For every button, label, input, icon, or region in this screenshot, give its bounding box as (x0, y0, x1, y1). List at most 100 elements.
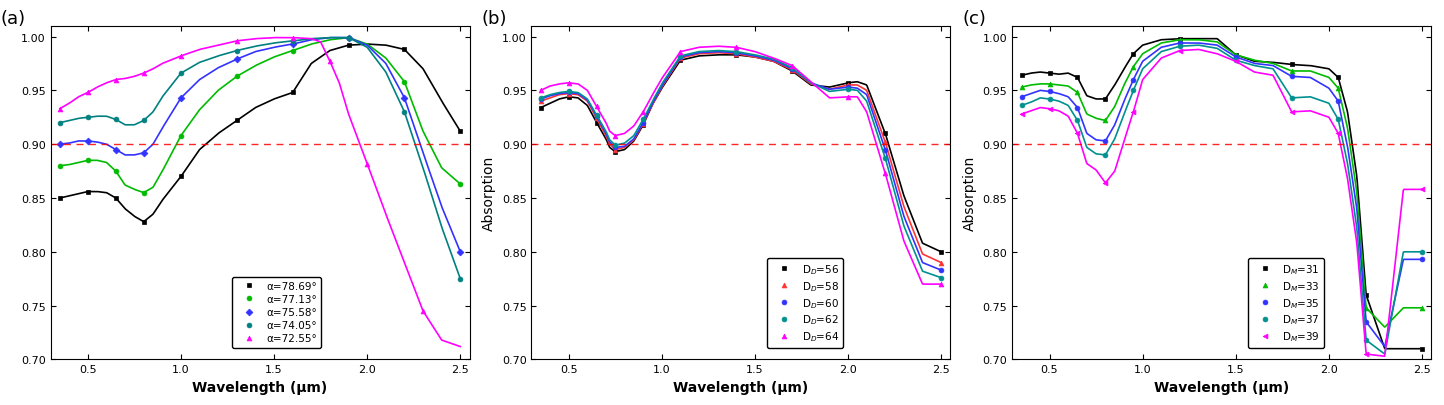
D$_M$=39 (1357, 352, 1375, 357)
α=77.13° (51, 164, 68, 169)
D$_D$=58 (877, 140, 894, 145)
Y-axis label: Absorption: Absorption (963, 156, 978, 231)
Legend: D$_D$=56, D$_D$=58, D$_D$=60, D$_D$=62, D$_D$=64: D$_D$=56, D$_D$=58, D$_D$=60, D$_D$=62, … (767, 258, 843, 348)
D$_D$=60 (671, 55, 689, 60)
Line: α=77.13°: α=77.13° (58, 36, 462, 196)
D$_M$=33 (1414, 306, 1431, 311)
D$_D$=60 (531, 97, 549, 102)
D$_M$=31 (1069, 76, 1086, 81)
D$_D$=60 (839, 85, 856, 90)
D$_M$=39 (1227, 60, 1245, 64)
α=75.58° (396, 96, 413, 101)
α=78.69° (452, 130, 469, 134)
D$_D$=56 (634, 123, 651, 128)
D$_D$=64 (588, 105, 605, 110)
α=75.58° (136, 151, 153, 156)
D$_D$=58 (634, 122, 651, 127)
D$_M$=33 (1012, 85, 1030, 90)
D$_D$=62 (933, 275, 950, 280)
α=74.05° (136, 119, 153, 124)
D$_D$=56 (728, 53, 745, 58)
D$_M$=35 (1227, 55, 1245, 60)
D$_D$=64 (877, 171, 894, 176)
α=75.58° (284, 43, 302, 47)
D$_D$=56 (531, 106, 549, 111)
D$_M$=33 (1097, 119, 1115, 124)
D$_M$=33 (1171, 38, 1188, 43)
Legend: D$_M$=31, D$_M$=33, D$_M$=35, D$_M$=37, D$_M$=39: D$_M$=31, D$_M$=33, D$_M$=35, D$_M$=37, … (1248, 258, 1324, 348)
Line: D$_M$=37: D$_M$=37 (1019, 45, 1424, 343)
α=77.13° (228, 75, 245, 79)
α=78.69° (79, 190, 97, 194)
α=72.55° (79, 91, 97, 96)
α=74.05° (172, 72, 189, 77)
D$_M$=31 (1414, 346, 1431, 351)
Line: D$_D$=58: D$_D$=58 (539, 52, 943, 265)
α=72.55° (358, 162, 375, 166)
Line: D$_D$=64: D$_D$=64 (539, 46, 943, 287)
Y-axis label: Absorption: Absorption (482, 156, 497, 231)
α=72.55° (172, 54, 189, 59)
D$_M$=37 (1171, 45, 1188, 49)
α=78.69° (107, 196, 124, 201)
α=78.69° (136, 220, 153, 224)
α=74.05° (452, 277, 469, 281)
D$_D$=58 (531, 99, 549, 104)
D$_M$=35 (1171, 41, 1188, 46)
D$_M$=33 (1041, 82, 1058, 87)
Line: D$_D$=60: D$_D$=60 (539, 51, 943, 273)
α=75.58° (172, 96, 189, 101)
D$_D$=64 (839, 95, 856, 100)
α=72.55° (51, 107, 68, 112)
D$_D$=58 (671, 56, 689, 61)
D$_M$=35 (1012, 95, 1030, 100)
X-axis label: Wavelength (μm): Wavelength (μm) (673, 380, 809, 394)
α=77.13° (172, 134, 189, 139)
D$_M$=37 (1330, 118, 1347, 123)
D$_M$=35 (1282, 75, 1300, 79)
D$_M$=31 (1171, 37, 1188, 42)
Line: α=74.05°: α=74.05° (58, 36, 462, 281)
D$_M$=35 (1041, 90, 1058, 95)
D$_M$=39 (1012, 112, 1030, 117)
D$_M$=31 (1330, 76, 1347, 81)
D$_D$=64 (531, 89, 549, 94)
D$_D$=56 (784, 69, 801, 74)
α=77.13° (79, 158, 97, 163)
D$_D$=64 (728, 46, 745, 51)
D$_M$=39 (1171, 49, 1188, 54)
X-axis label: Wavelength (μm): Wavelength (μm) (192, 380, 328, 394)
α=74.05° (79, 115, 97, 120)
D$_M$=37 (1282, 96, 1300, 101)
α=77.13° (107, 169, 124, 174)
D$_M$=39 (1125, 110, 1142, 115)
D$_D$=60 (588, 115, 605, 119)
Line: α=75.58°: α=75.58° (58, 36, 462, 255)
Line: α=78.69°: α=78.69° (58, 44, 462, 224)
D$_D$=56 (606, 150, 624, 155)
D$_D$=56 (877, 132, 894, 136)
D$_D$=64 (606, 134, 624, 139)
α=75.58° (228, 58, 245, 62)
D$_D$=62 (560, 90, 578, 95)
D$_M$=35 (1414, 257, 1431, 262)
D$_D$=62 (634, 118, 651, 123)
D$_M$=33 (1282, 69, 1300, 74)
α=78.69° (172, 175, 189, 179)
D$_M$=35 (1097, 139, 1115, 144)
D$_M$=31 (1282, 63, 1300, 68)
D$_M$=33 (1125, 65, 1142, 70)
D$_M$=31 (1012, 74, 1030, 79)
D$_M$=35 (1330, 99, 1347, 104)
D$_M$=37 (1097, 153, 1115, 158)
D$_D$=56 (588, 121, 605, 126)
D$_D$=58 (933, 260, 950, 265)
α=72.55° (284, 36, 302, 41)
D$_M$=33 (1227, 53, 1245, 58)
D$_D$=60 (606, 145, 624, 150)
α=75.58° (79, 139, 97, 144)
α=78.69° (284, 91, 302, 96)
α=78.69° (51, 196, 68, 201)
α=74.05° (228, 49, 245, 54)
Line: α=72.55°: α=72.55° (58, 36, 426, 314)
